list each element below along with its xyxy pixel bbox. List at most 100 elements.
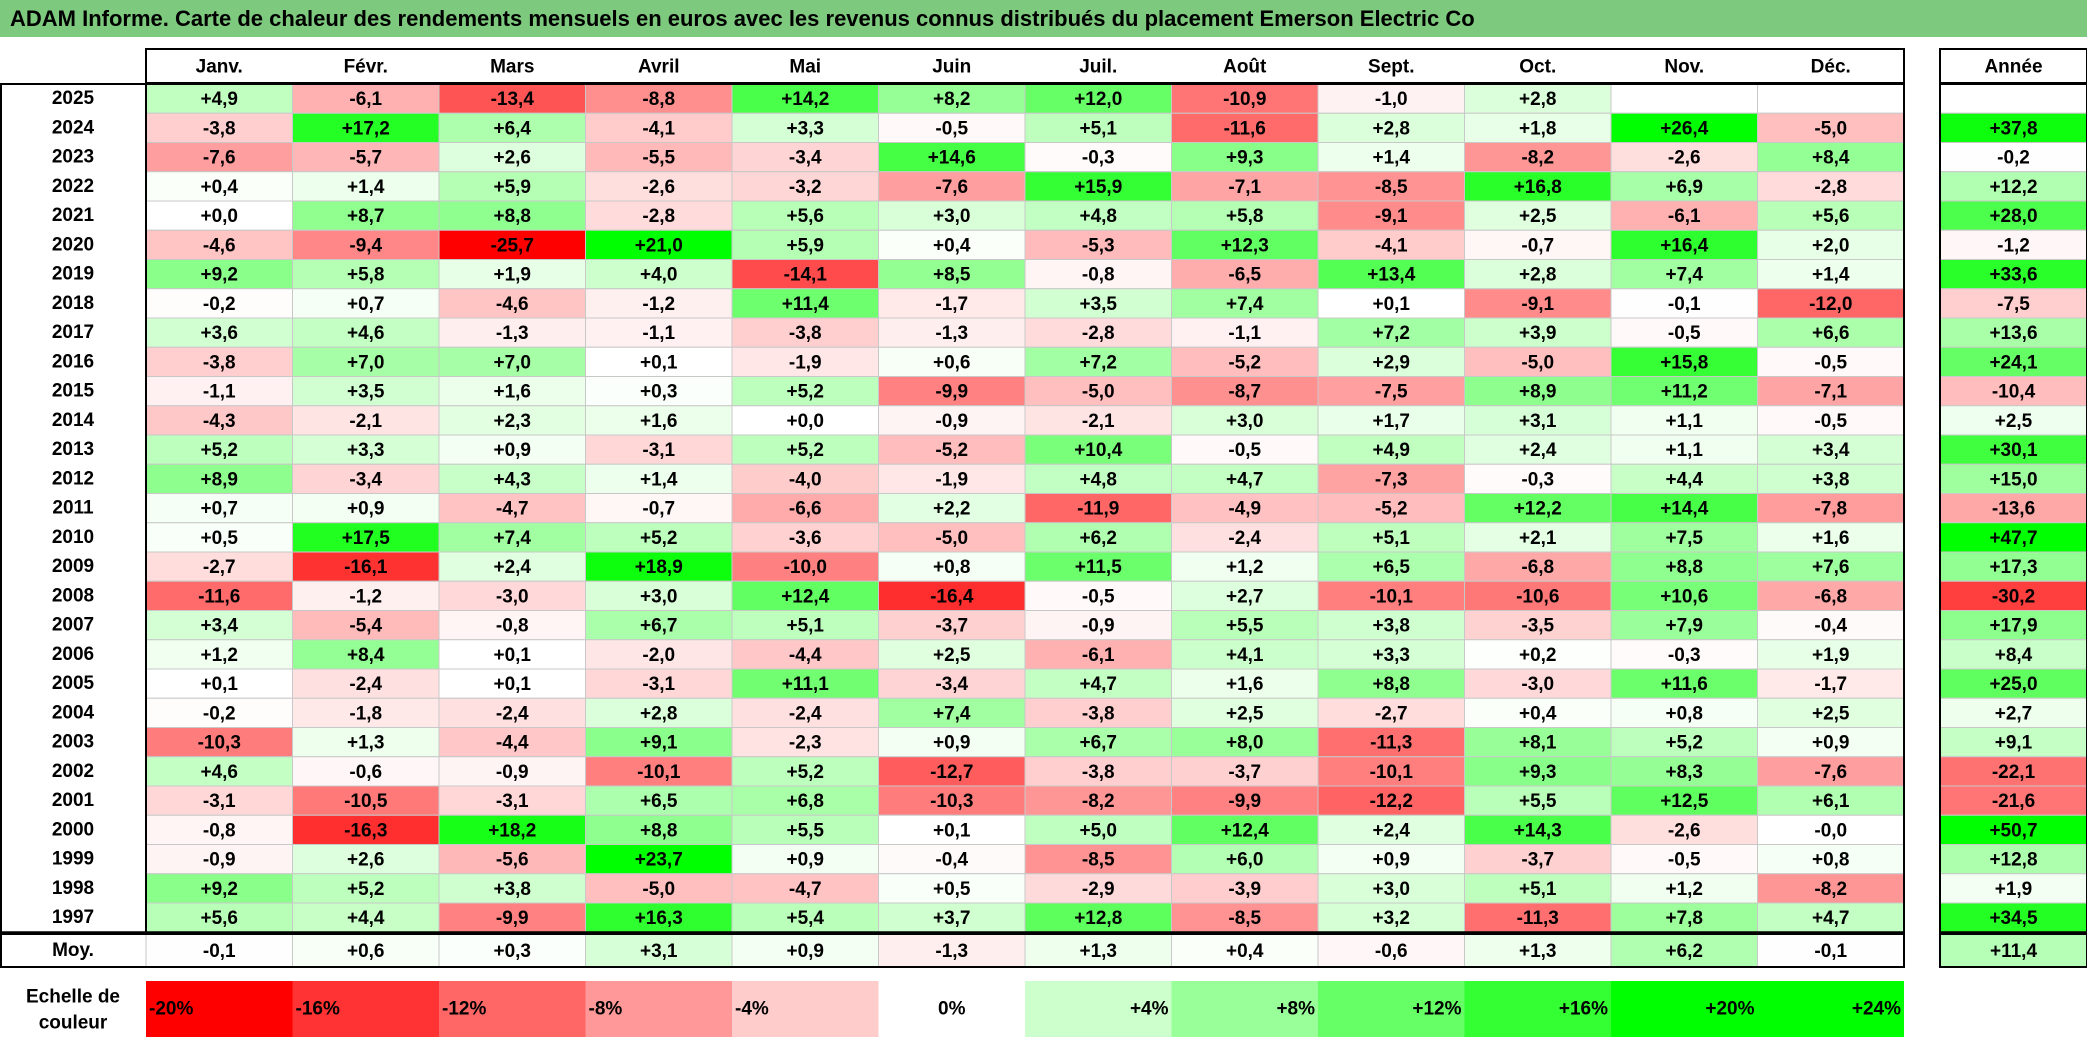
cell-value-label: +0,1 (493, 674, 531, 695)
cell-value-label: +3,9 (1519, 323, 1557, 344)
heatmap-cell (292, 727, 440, 758)
cell-value-label: +11,1 (782, 674, 829, 695)
heatmap-cell (731, 873, 879, 904)
cell-value-label: -1,9 (935, 469, 968, 490)
cell-value-label: -14,1 (784, 265, 828, 286)
cell-value-label: +5,5 (1226, 616, 1264, 637)
average-value-label: +0,4 (1226, 941, 1264, 962)
heatmap-cell (292, 493, 440, 524)
cell-value-label: +18,9 (635, 557, 683, 578)
heatmap-cell (1464, 756, 1612, 787)
heatmap-cell (438, 785, 586, 816)
cell-value-label: +6,6 (1812, 323, 1850, 344)
cell-value-label: +2,7 (1226, 586, 1264, 607)
heatmap-cell (1317, 112, 1465, 143)
month-header: Mai (789, 57, 821, 78)
cell-value-label: +16,3 (635, 908, 683, 929)
heatmap-cell (731, 639, 879, 670)
cell-value-label: -8,5 (1375, 177, 1408, 198)
heatmap-cell (585, 142, 733, 173)
heatmap-cell (145, 668, 293, 699)
cell-value-label: +3,8 (1372, 616, 1410, 637)
cell-value-label: -0,5 (935, 118, 968, 139)
annual-cell (1939, 200, 2087, 231)
cell-value-label: -4,9 (1228, 499, 1261, 520)
month-header-frame (145, 48, 1905, 84)
cell-value-label: +2,5 (1519, 206, 1557, 227)
cell-value-label: +8,8 (1372, 674, 1410, 695)
heatmap-cell (292, 522, 440, 553)
heatmap-cell (1024, 142, 1172, 173)
cell-value-label: +0,1 (1372, 294, 1410, 315)
heatmap-cell (1610, 142, 1758, 173)
heatmap-cell (731, 697, 879, 728)
annual-value-label: -22,1 (1992, 762, 2036, 783)
cell-value-label: +3,0 (640, 586, 678, 607)
heatmap-cell (1757, 200, 1905, 231)
average-value-label: -0,1 (1814, 941, 1847, 962)
cell-value-label: +12,5 (1660, 791, 1709, 812)
cell-value-label: -11,3 (1370, 733, 1412, 754)
cell-value-label: -6,8 (1814, 586, 1847, 607)
cell-value-label: +1,4 (640, 469, 678, 490)
annual-value-label: -13,6 (1992, 499, 2035, 520)
row-year-label: 2002 (52, 761, 94, 782)
heatmap-cell (1317, 142, 1465, 173)
scale-swatch (1025, 981, 1172, 1037)
heatmap-cell (878, 83, 1026, 114)
row-year-label: 1999 (52, 849, 94, 870)
heatmap-cell (1024, 463, 1172, 494)
cell-value-label: +8,8 (640, 820, 678, 841)
cell-value-label: +2,0 (1812, 235, 1850, 256)
cell-value-label: +6,4 (493, 118, 531, 139)
cell-value-label: +8,1 (1519, 733, 1557, 754)
heatmap-cell (1610, 551, 1758, 582)
row-year-label: 2013 (52, 439, 94, 460)
heatmap-cell (1317, 259, 1465, 290)
cell-value-label: -0,3 (1521, 469, 1554, 490)
heatmap-cell (731, 727, 879, 758)
annual-value-label: +17,3 (1989, 557, 2037, 578)
heatmap-cell (1317, 288, 1465, 319)
heatmap-cell (1610, 112, 1758, 143)
heatmap-cell (1024, 785, 1172, 816)
heatmap-cell (1757, 405, 1905, 436)
cell-value-label: +2,3 (493, 411, 531, 432)
cell-value-label: -5,2 (1228, 352, 1261, 373)
heatmap-cell (1464, 493, 1612, 524)
cell-value-label: -8,2 (1082, 791, 1115, 812)
heatmap-cell (585, 756, 733, 787)
cell-value-label: -16,3 (344, 820, 387, 841)
annual-value-label: +15,0 (1989, 469, 2037, 490)
annual-value-label: -0,2 (1997, 148, 2030, 169)
heatmap-cell (1171, 522, 1319, 553)
heatmap-cell (878, 902, 1026, 933)
cell-value-label: +5,6 (200, 908, 238, 929)
heatmap-cell (878, 346, 1026, 377)
heatmap-cell (1464, 112, 1612, 143)
cell-value-label: -3,0 (1521, 674, 1554, 695)
cell-value-label: +12,4 (781, 586, 830, 607)
heatmap-cell (878, 756, 1026, 787)
cell-value-label: +21,0 (635, 235, 683, 256)
heatmap-cell (1757, 727, 1905, 758)
annual-value-label: +50,7 (1989, 820, 2037, 841)
heatmap-cell (1757, 873, 1905, 904)
cell-value-label: -3,8 (203, 118, 236, 139)
heatmap-cell (145, 463, 293, 494)
heatmap-cell (1024, 580, 1172, 611)
cell-value-label: -5,6 (496, 850, 529, 871)
cell-value-label: +0,4 (933, 235, 971, 256)
scale-swatch (732, 981, 879, 1037)
heatmap-cell (438, 902, 586, 933)
cell-value-label: +5,5 (1519, 791, 1557, 812)
cell-value-label: +9,2 (200, 879, 238, 900)
heatmap-cell (1317, 668, 1465, 699)
cell-value-label: +3,0 (1372, 879, 1410, 900)
cell-value-label: +7,4 (493, 528, 531, 549)
cell-value-label: -12,7 (930, 762, 973, 783)
heatmap-cell (1610, 346, 1758, 377)
cell-value-label: +5,6 (786, 206, 824, 227)
heatmap-cell (292, 697, 440, 728)
